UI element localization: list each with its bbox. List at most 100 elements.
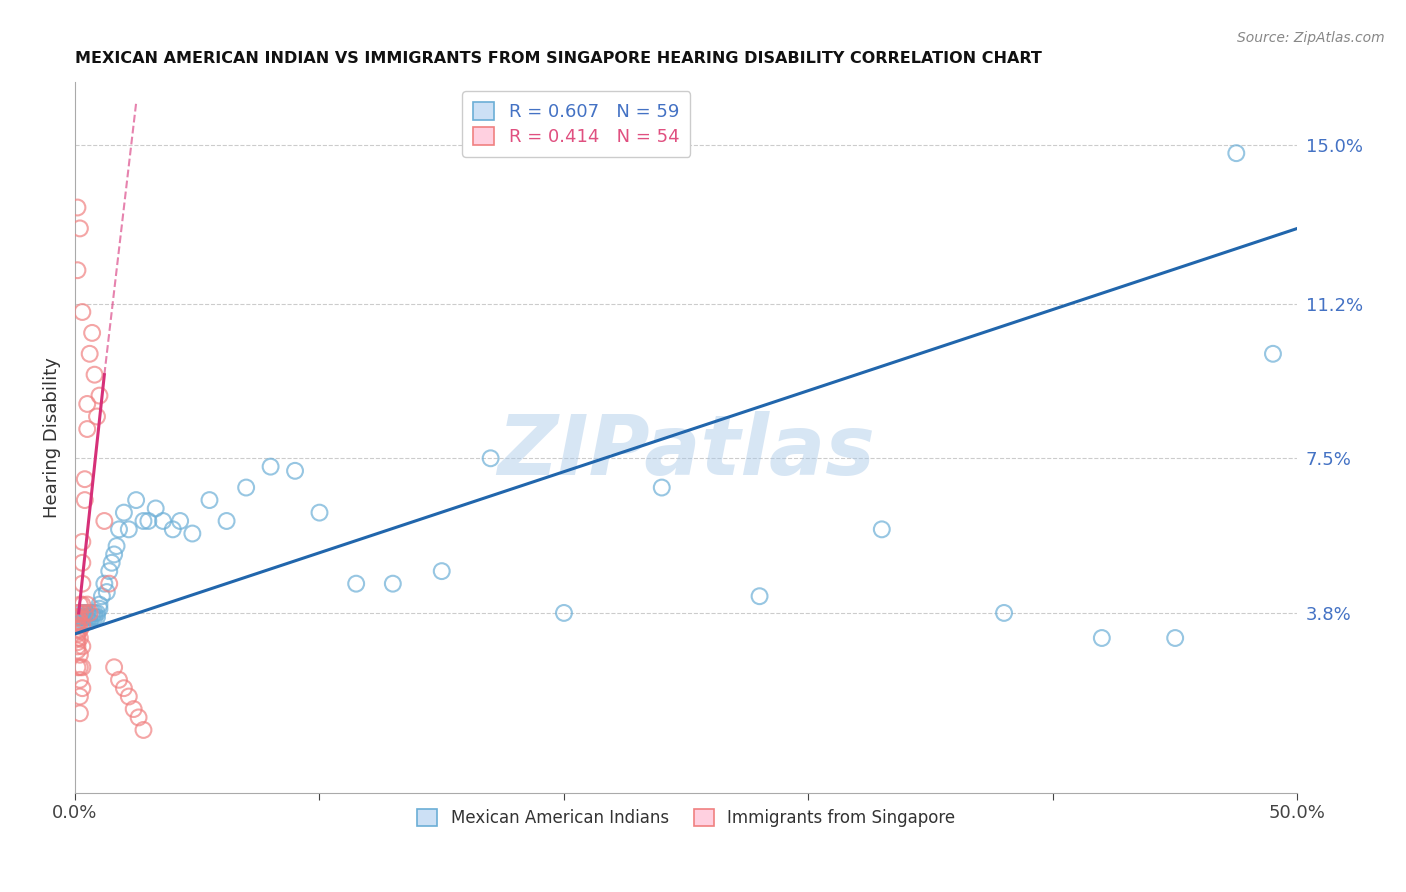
Point (66, 201, 89, 215)
Point (66, 618, 89, 632)
Point (79, 347, 101, 361)
Point (73, 615, 96, 629)
Point (76, 598, 98, 612)
Point (66, 640, 89, 654)
Point (118, 522, 141, 536)
Point (66, 660, 89, 674)
Point (98, 564, 121, 578)
Text: MEXICAN AMERICAN INDIAN VS IMMIGRANTS FROM SINGAPORE HEARING DISABILITY CORRELAT: MEXICAN AMERICAN INDIAN VS IMMIGRANTS FR… (75, 51, 1042, 66)
Point (73, 606, 96, 620)
Point (66, 635, 89, 649)
Point (1261, 347, 1284, 361)
Point (89, 388, 111, 402)
Point (651, 481, 673, 495)
Point (73, 610, 96, 624)
Point (66, 606, 89, 620)
Point (128, 710, 150, 724)
Point (69, 610, 91, 624)
Point (105, 539, 128, 553)
Point (100, 556, 122, 570)
Point (66, 643, 89, 657)
Point (870, 522, 893, 536)
Point (86, 409, 108, 424)
Point (72, 305, 94, 319)
Point (72, 606, 94, 620)
Point (66, 606, 89, 620)
Point (90, 589, 112, 603)
Point (118, 690, 141, 704)
Point (66, 263, 89, 277)
Point (69, 623, 91, 637)
Point (181, 526, 204, 541)
Point (76, 610, 98, 624)
Point (169, 514, 191, 528)
Point (69, 673, 91, 687)
Point (284, 464, 307, 478)
Point (152, 514, 174, 528)
Point (69, 606, 91, 620)
Point (1225, 146, 1247, 161)
Point (79, 610, 101, 624)
Point (69, 631, 91, 645)
Point (73, 472, 96, 486)
Point (553, 606, 575, 620)
Point (72, 681, 94, 695)
Point (125, 493, 148, 508)
Point (76, 606, 98, 620)
Point (83, 368, 105, 382)
Point (73, 606, 96, 620)
Point (79, 606, 101, 620)
Point (66, 627, 89, 641)
Point (381, 576, 404, 591)
Point (138, 514, 160, 528)
Point (108, 522, 131, 536)
Point (103, 548, 125, 562)
Point (69, 221, 91, 235)
Point (66, 615, 89, 629)
Point (72, 576, 94, 591)
Point (86, 606, 108, 620)
Point (479, 451, 502, 466)
Point (430, 564, 453, 578)
Point (103, 660, 125, 674)
Point (93, 576, 115, 591)
Y-axis label: Hearing Disability: Hearing Disability (44, 357, 60, 518)
Point (76, 422, 98, 436)
Legend: Mexican American Indians, Immigrants from Singapore: Mexican American Indians, Immigrants fro… (411, 803, 962, 834)
Point (89, 598, 111, 612)
Point (145, 501, 167, 516)
Point (86, 610, 108, 624)
Point (72, 598, 94, 612)
Point (72, 610, 94, 624)
Point (259, 459, 281, 474)
Point (69, 615, 91, 629)
Point (73, 493, 96, 508)
Point (66, 623, 89, 637)
Point (72, 556, 94, 570)
Point (112, 681, 135, 695)
Point (72, 534, 94, 549)
Point (1164, 631, 1187, 645)
Point (98, 576, 121, 591)
Point (76, 615, 98, 629)
Point (122, 702, 145, 716)
Point (198, 493, 221, 508)
Point (1091, 631, 1114, 645)
Point (89, 601, 111, 615)
Point (69, 660, 91, 674)
Point (69, 598, 91, 612)
Point (993, 606, 1015, 620)
Point (132, 514, 155, 528)
Point (69, 706, 91, 721)
Text: ZIPatlas: ZIPatlas (498, 411, 875, 492)
Point (69, 610, 91, 624)
Point (66, 610, 89, 624)
Point (108, 673, 131, 687)
Point (215, 514, 238, 528)
Point (72, 618, 94, 632)
Point (69, 690, 91, 704)
Point (79, 615, 101, 629)
Point (69, 648, 91, 662)
Point (93, 514, 115, 528)
Point (748, 589, 770, 603)
